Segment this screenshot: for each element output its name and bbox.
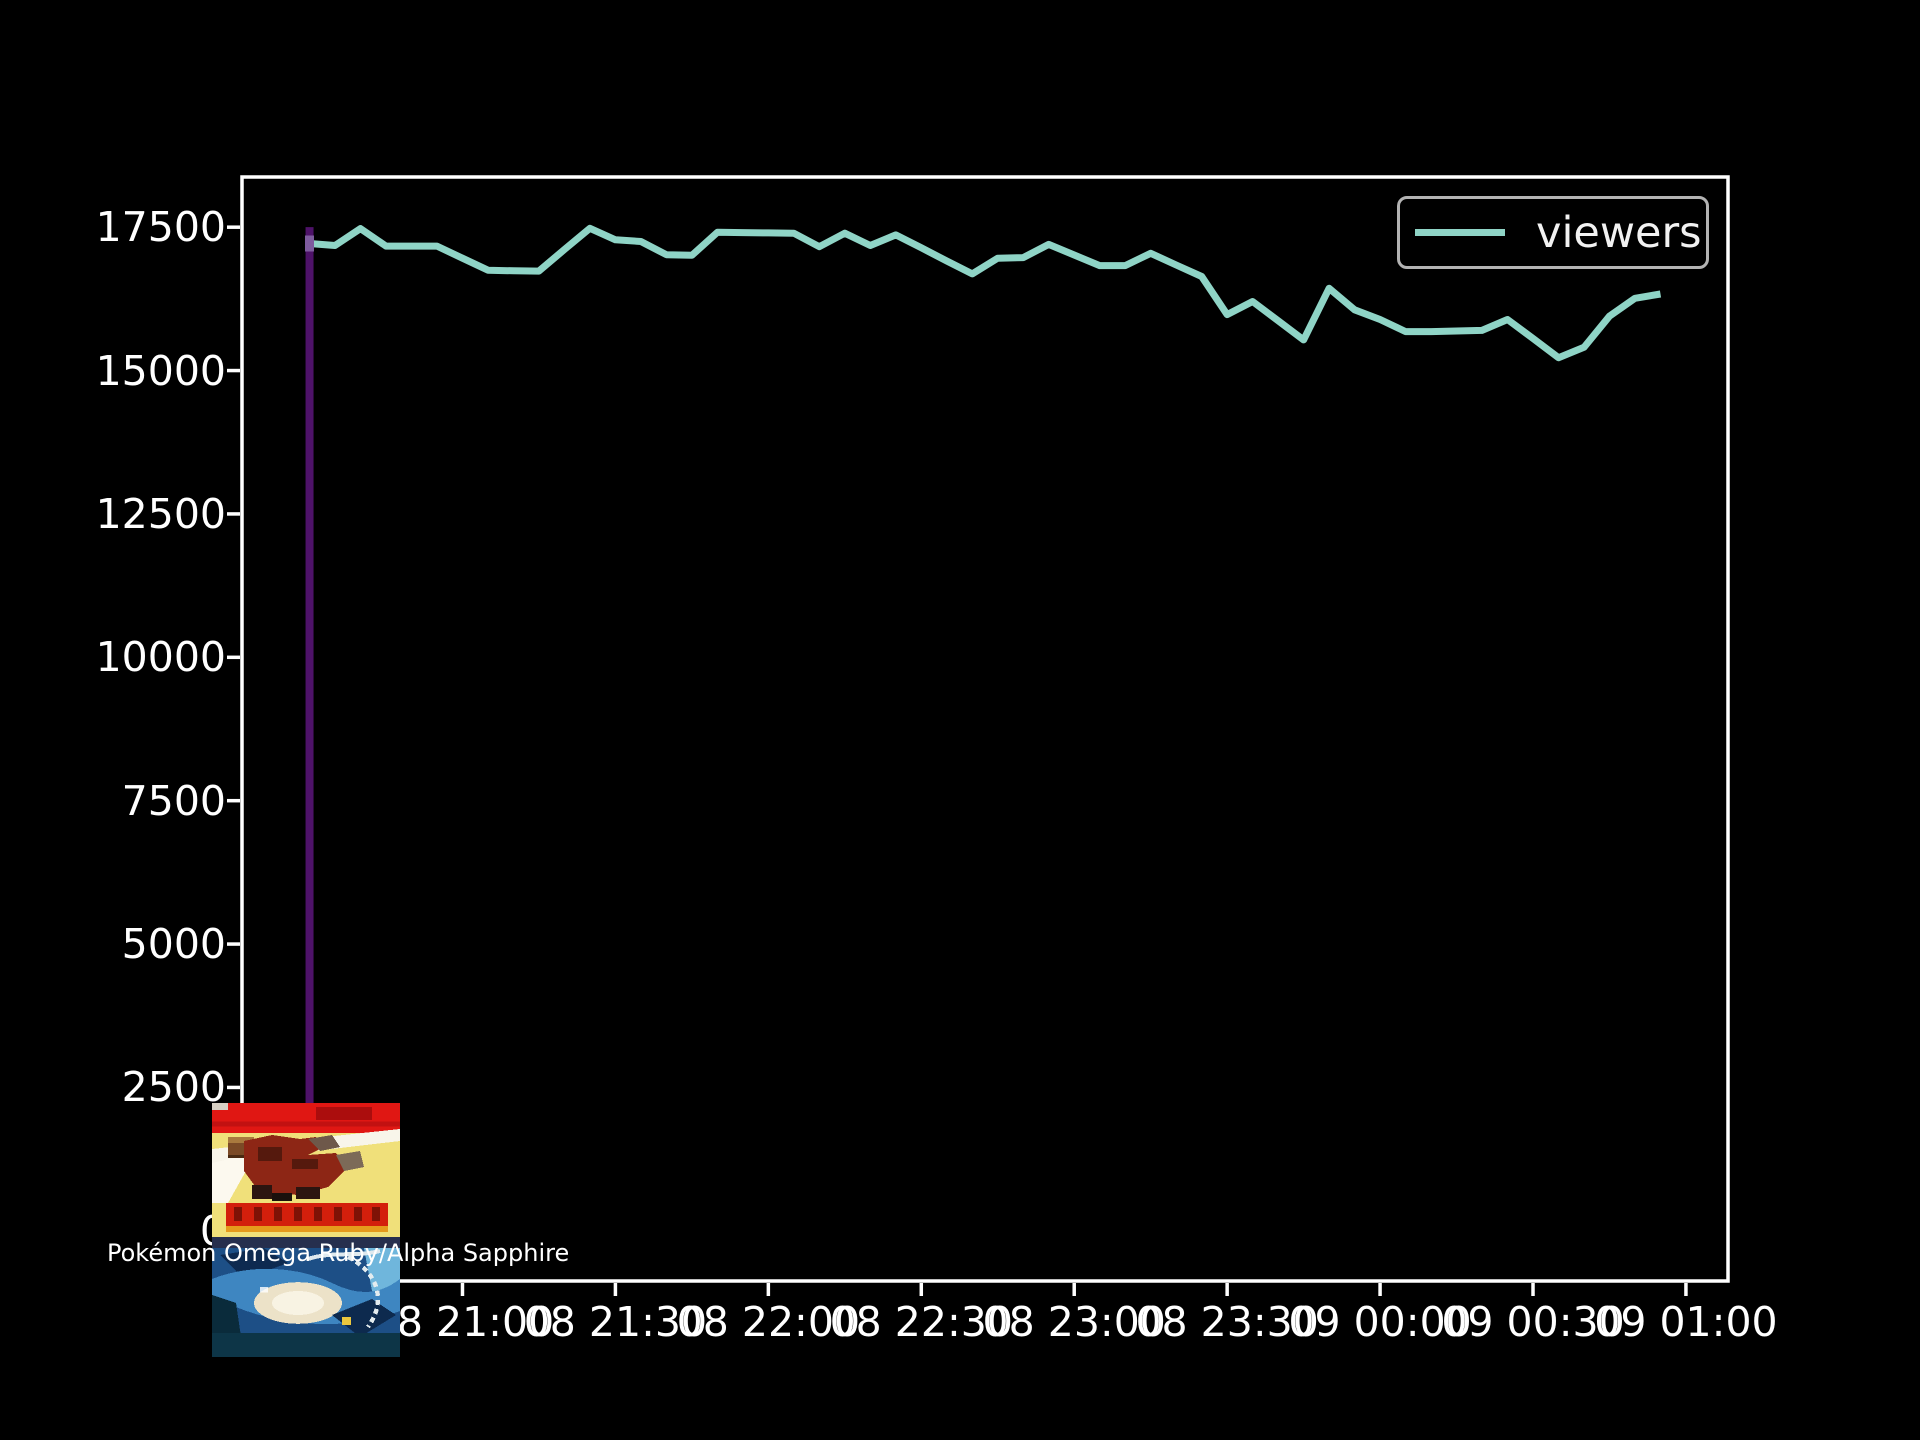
y-tick-label: 7500 — [121, 776, 226, 825]
x-tick-label: 08 21:00 — [370, 1298, 555, 1346]
x-tick-label: 08 21:30 — [523, 1298, 708, 1346]
x-tick-label: 08 23:00 — [982, 1298, 1166, 1346]
game-title-annotation: Pokémon Omega Ruby/Alpha Sapphire — [107, 1239, 570, 1267]
y-tick-label: 5000 — [121, 920, 226, 969]
y-tick-label: 15000 — [95, 346, 226, 395]
x-tick-label: 09 00:00 — [1288, 1298, 1472, 1346]
y-tick-label: 17500 — [95, 203, 226, 252]
viewers-series-line — [309, 224, 1662, 362]
legend-line-swatch — [1415, 229, 1505, 236]
x-tick-label: 08 23:30 — [1135, 1298, 1319, 1346]
y-tick-label: 10000 — [95, 633, 226, 682]
x-tick-label: 09 01:00 — [1594, 1298, 1778, 1346]
plot-frame — [240, 175, 1730, 1283]
marker-line-blend-pixel — [305, 235, 314, 252]
y-tick-label: 2500 — [121, 1063, 226, 1112]
x-tick-label: 09 00:30 — [1441, 1298, 1625, 1346]
x-tick-label: 08 22:30 — [829, 1298, 1013, 1346]
legend: viewers — [1397, 196, 1709, 269]
legend-label: viewers — [1536, 207, 1702, 258]
x-tick-label: 08 22:00 — [676, 1298, 861, 1346]
axis-tick-marks — [227, 225, 1688, 1296]
game-boxart-image — [212, 1103, 400, 1357]
y-tick-label: 12500 — [95, 489, 226, 538]
